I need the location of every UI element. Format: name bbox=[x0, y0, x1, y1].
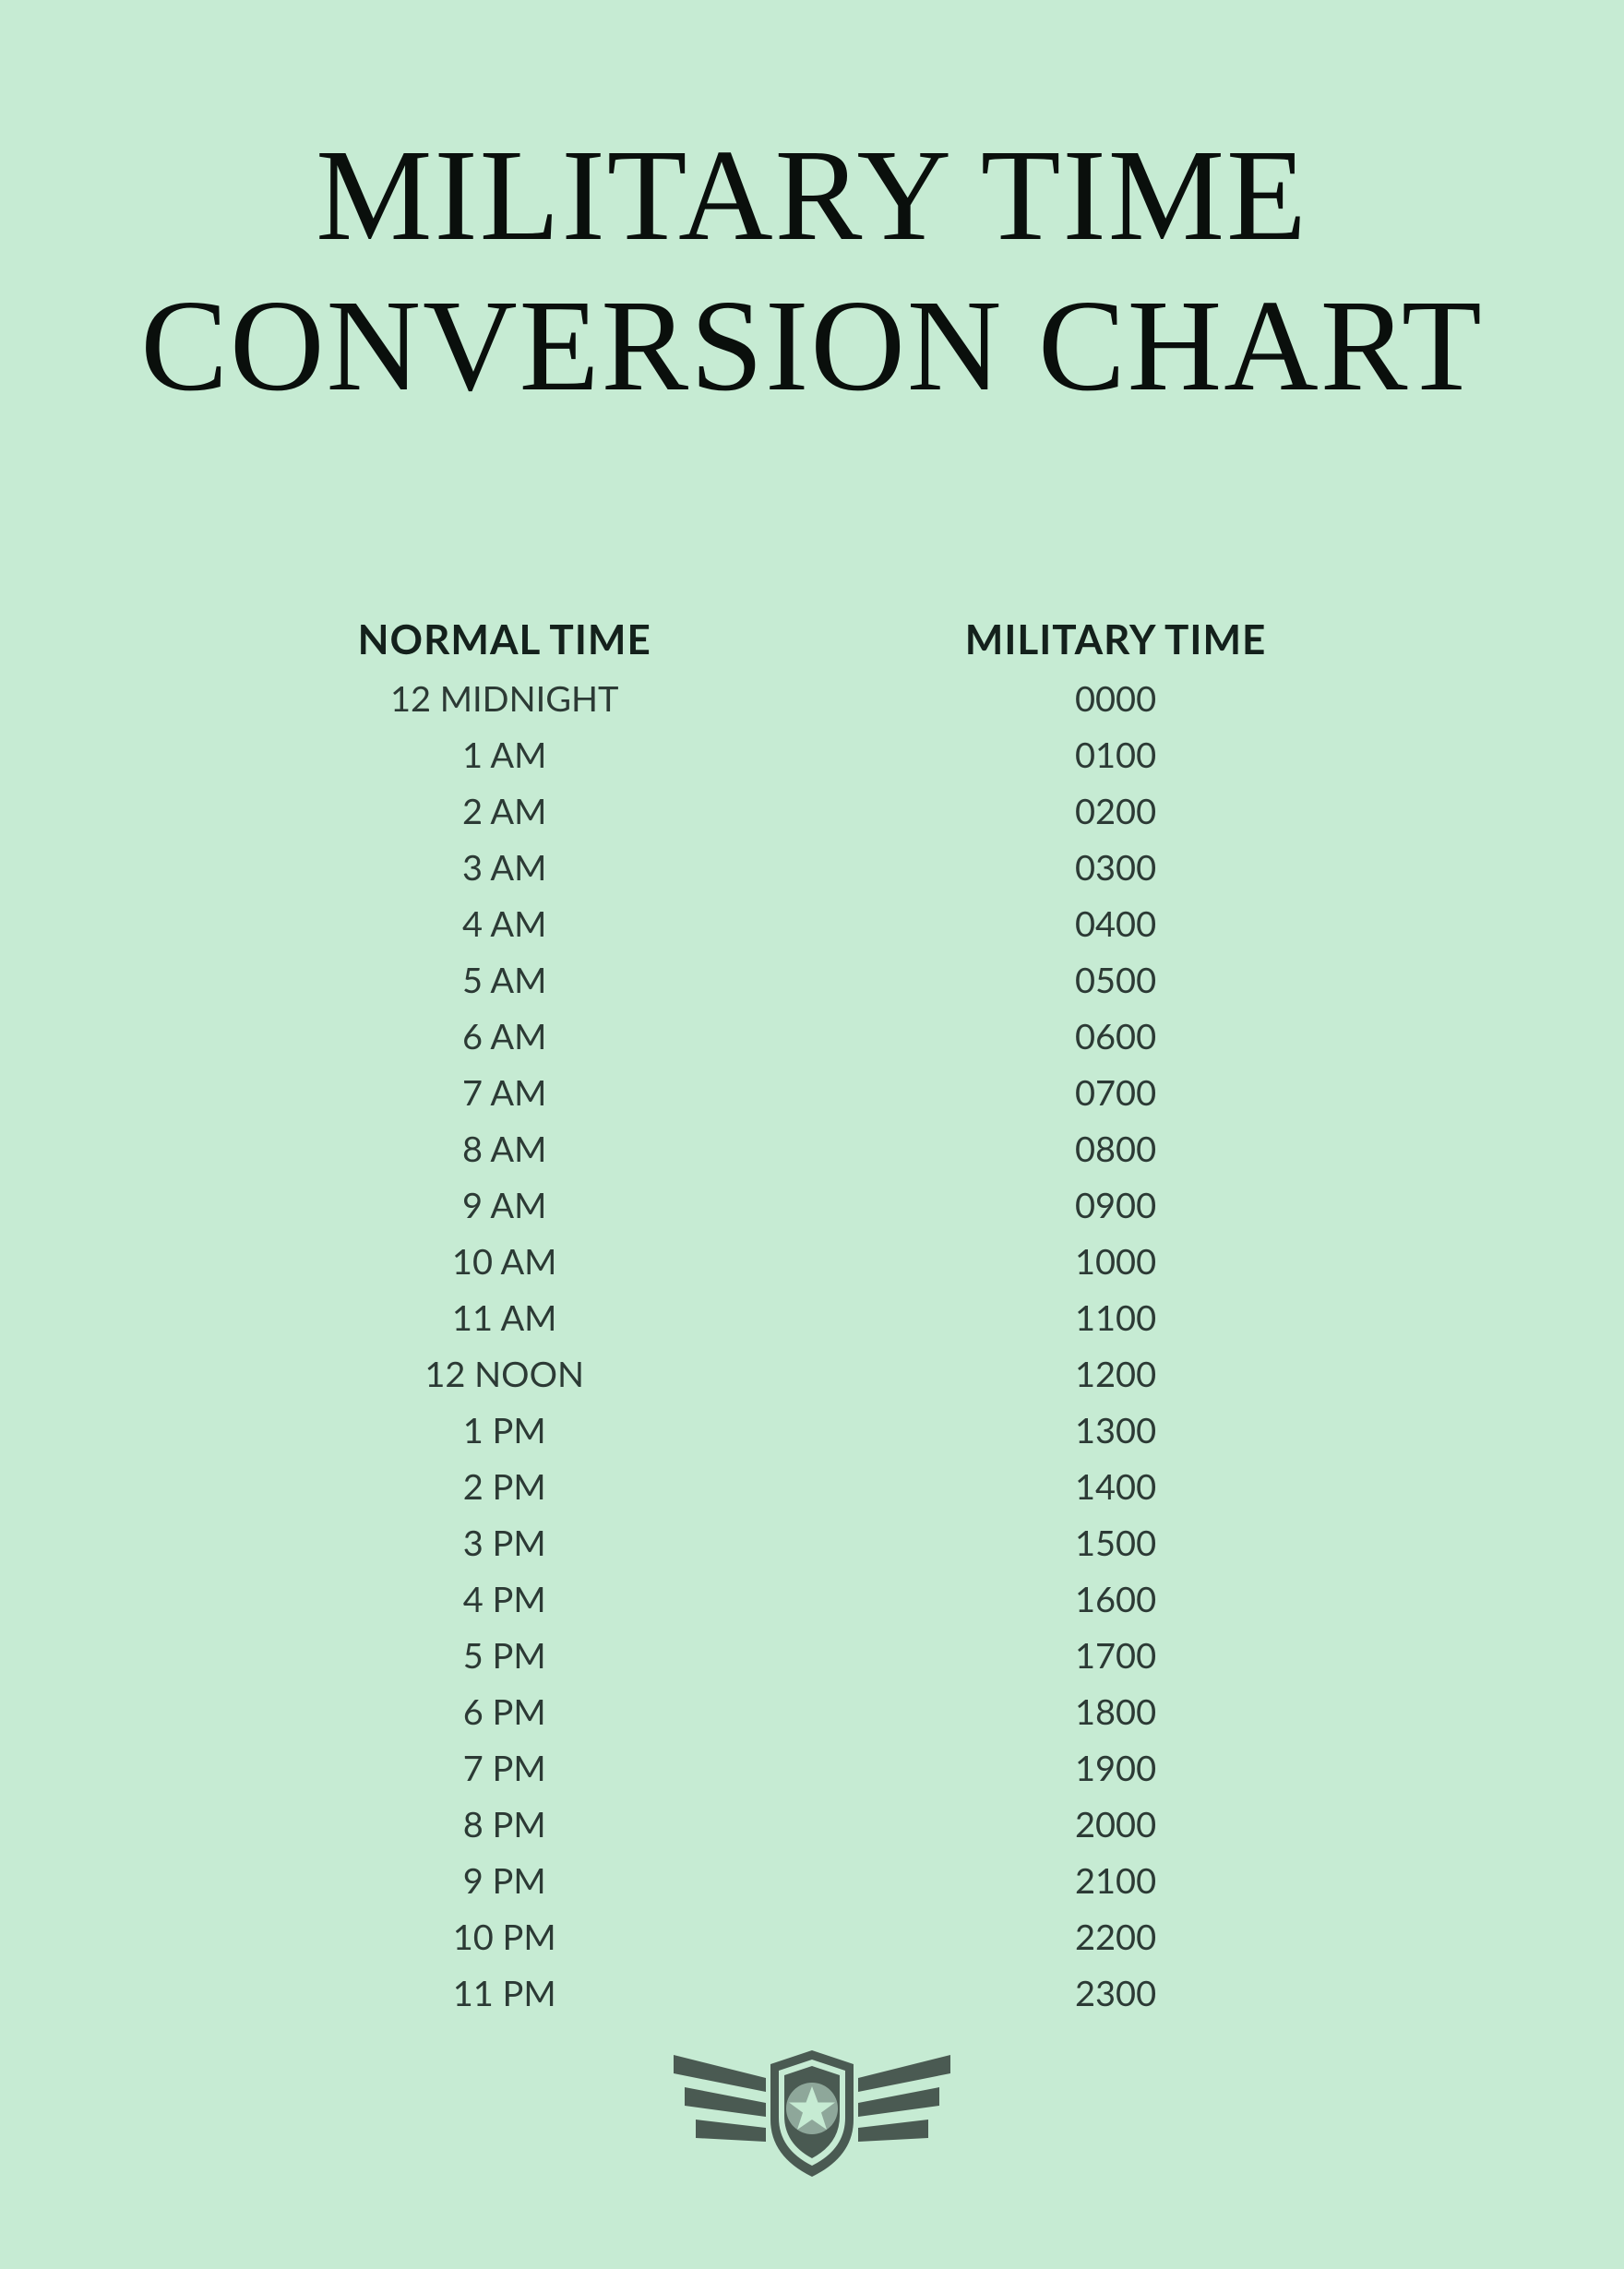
table-row: 7 AM bbox=[462, 1065, 547, 1121]
table-row: 1000 bbox=[1075, 1234, 1156, 1290]
table-row: 8 PM bbox=[463, 1797, 546, 1853]
table-row: 10 PM bbox=[453, 1909, 556, 1965]
table-row: 0200 bbox=[1075, 783, 1156, 840]
table-row: 6 AM bbox=[462, 1009, 547, 1065]
table-row: 2 PM bbox=[463, 1459, 546, 1515]
table-row: 2000 bbox=[1075, 1797, 1156, 1853]
table-row: 2200 bbox=[1075, 1909, 1156, 1965]
table-row: 11 PM bbox=[453, 1965, 556, 2022]
table-row: 1500 bbox=[1075, 1515, 1156, 1571]
table-row: 0600 bbox=[1075, 1009, 1156, 1065]
table-row: 1900 bbox=[1075, 1740, 1156, 1797]
table-row: 10 AM bbox=[452, 1234, 557, 1290]
table-row: 5 PM bbox=[463, 1628, 546, 1684]
table-row: 1200 bbox=[1075, 1346, 1156, 1403]
table-row: 0900 bbox=[1075, 1177, 1156, 1234]
table-row: 2300 bbox=[1075, 1965, 1156, 2022]
table-row: 0100 bbox=[1075, 727, 1156, 783]
table-row: 0300 bbox=[1075, 840, 1156, 896]
table-row: 2 AM bbox=[462, 783, 547, 840]
table-row: 4 AM bbox=[462, 896, 547, 952]
normal-time-column: NORMAL TIME 12 MIDNIGHT 1 AM 2 AM 3 AM 4… bbox=[358, 615, 651, 2022]
page-title: MILITARY TIME CONVERSION CHART bbox=[0, 0, 1624, 422]
table-row: 12 MIDNIGHT bbox=[390, 671, 619, 727]
table-row: 0500 bbox=[1075, 952, 1156, 1009]
title-line2: CONVERSION CHART bbox=[140, 272, 1483, 418]
military-emblem-icon bbox=[664, 2018, 960, 2184]
table-row: 1 PM bbox=[463, 1403, 546, 1459]
table-row: 6 PM bbox=[463, 1684, 546, 1740]
table-row: 3 AM bbox=[462, 840, 547, 896]
table-row: 3 PM bbox=[463, 1515, 546, 1571]
table-row: 1100 bbox=[1075, 1290, 1156, 1346]
table-row: 2100 bbox=[1075, 1853, 1156, 1909]
table-row: 12 NOON bbox=[424, 1346, 584, 1403]
table-row: 9 AM bbox=[462, 1177, 547, 1234]
table-row: 0700 bbox=[1075, 1065, 1156, 1121]
military-time-column: MILITARY TIME 0000 0100 0200 0300 0400 0… bbox=[965, 615, 1267, 2022]
table-row: 0400 bbox=[1075, 896, 1156, 952]
table-row: 11 AM bbox=[452, 1290, 557, 1346]
table-row: 1600 bbox=[1075, 1571, 1156, 1628]
title-line1: MILITARY TIME bbox=[316, 122, 1308, 268]
column-header-normal: NORMAL TIME bbox=[358, 615, 651, 663]
table-row: 1 AM bbox=[462, 727, 547, 783]
table-row: 0000 bbox=[1075, 671, 1156, 727]
table-row: 4 PM bbox=[463, 1571, 546, 1628]
table-row: 1700 bbox=[1075, 1628, 1156, 1684]
conversion-table: NORMAL TIME 12 MIDNIGHT 1 AM 2 AM 3 AM 4… bbox=[0, 615, 1624, 2022]
table-row: 0800 bbox=[1075, 1121, 1156, 1177]
table-row: 5 AM bbox=[462, 952, 547, 1009]
table-row: 8 AM bbox=[462, 1121, 547, 1177]
column-header-military: MILITARY TIME bbox=[965, 615, 1267, 663]
table-row: 7 PM bbox=[463, 1740, 546, 1797]
table-row: 1300 bbox=[1075, 1403, 1156, 1459]
table-row: 9 PM bbox=[463, 1853, 546, 1909]
table-row: 1800 bbox=[1075, 1684, 1156, 1740]
table-row: 1400 bbox=[1075, 1459, 1156, 1515]
